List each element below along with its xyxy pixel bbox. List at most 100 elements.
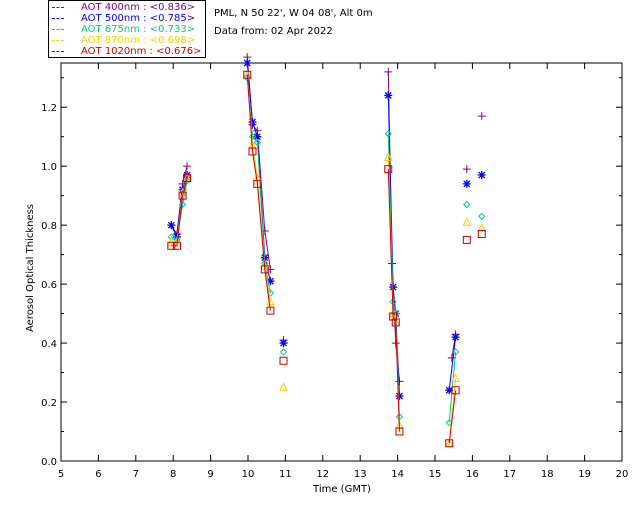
legend-item-870nm: AOT 870nm : <0.698>	[49, 35, 205, 46]
series-4	[167, 70, 486, 448]
y-tick-label: 0.2	[41, 398, 57, 409]
marker-diamond	[463, 200, 471, 209]
x-axis-label: Time (GMT)	[312, 484, 371, 495]
marker-square	[248, 147, 257, 156]
marker-square	[462, 235, 471, 244]
marker-triangle	[383, 152, 393, 161]
marker-asterisk	[279, 339, 288, 348]
x-tick-label: 15	[429, 469, 442, 480]
marker-diamond	[478, 212, 486, 221]
marker-square	[389, 312, 398, 321]
marker-plus	[384, 67, 393, 76]
y-tick-label: 0.0	[41, 457, 57, 468]
series-line	[448, 390, 457, 444]
x-tick-label: 20	[616, 469, 629, 480]
legend-item-400nm: AOT 400nm : <0.836>	[49, 2, 205, 13]
series-line	[448, 337, 457, 391]
marker-square	[384, 165, 393, 174]
marker-diamond	[183, 177, 191, 185]
marker-square	[445, 439, 454, 448]
marker-diamond	[178, 200, 187, 209]
legend: AOT 400nm : <0.836> AOT 500nm : <0.785> …	[48, 0, 206, 58]
x-tick-label: 7	[133, 469, 139, 480]
y-tick-label: 0.6	[41, 280, 57, 291]
x-tick-label: 18	[541, 469, 554, 480]
legend-label: AOT 1020nm : <0.676>	[81, 46, 202, 57]
marker-square	[279, 356, 288, 365]
marker-triangle	[462, 217, 472, 226]
series-1	[167, 59, 486, 401]
x-tick-label: 10	[242, 469, 255, 480]
plot-frame	[60, 62, 623, 462]
marker-asterisk	[451, 333, 460, 342]
marker-square	[253, 179, 262, 188]
series-line	[246, 74, 271, 311]
legend-item-500nm: AOT 500nm : <0.785>	[49, 13, 205, 24]
marker-asterisk	[445, 386, 454, 395]
marker-asterisk	[248, 117, 257, 126]
marker-asterisk	[395, 392, 404, 401]
marker-square	[260, 265, 269, 274]
series-0	[167, 53, 486, 386]
x-tick-label: 19	[578, 469, 591, 480]
legend-label: AOT 400nm : <0.836>	[81, 2, 196, 13]
x-tick-label: 8	[170, 469, 176, 480]
x-tick-label: 16	[466, 469, 479, 480]
legend-label: AOT 500nm : <0.785>	[81, 13, 196, 24]
x-tick-label: 11	[279, 469, 292, 480]
marker-asterisk	[266, 277, 275, 286]
legend-swatch	[52, 51, 64, 52]
legend-swatch	[52, 29, 64, 30]
series-3	[167, 69, 487, 447]
marker-square	[451, 386, 460, 395]
marker-square	[395, 427, 404, 436]
legend-label: AOT 870nm : <0.698>	[81, 35, 196, 46]
marker-plus	[477, 112, 486, 121]
station-info: PML, N 50 22', W 04 08', Alt 0m	[214, 8, 373, 19]
series-line	[387, 169, 400, 432]
x-tick-label: 5	[58, 469, 64, 480]
y-tick-label: 1.2	[41, 103, 57, 114]
x-tick-label: 6	[95, 469, 101, 480]
marker-diamond	[279, 348, 288, 356]
x-tick-label: 17	[503, 469, 516, 480]
x-tick-label: 14	[391, 469, 404, 480]
marker-asterisk	[477, 171, 486, 180]
marker-asterisk	[384, 91, 393, 100]
x-tick-label: 9	[207, 469, 213, 480]
legend-swatch	[52, 18, 64, 19]
x-tick-label: 13	[354, 469, 367, 480]
marker-square	[266, 306, 275, 315]
legend-label: AOT 675nm : <0.733>	[81, 24, 196, 35]
series-2	[167, 74, 486, 427]
marker-square	[183, 173, 192, 182]
y-tick-label: 0.4	[41, 339, 57, 350]
marker-square	[178, 191, 187, 200]
legend-swatch	[52, 40, 64, 41]
data-date: Data from: 02 Apr 2022	[214, 26, 333, 37]
marker-triangle	[477, 222, 487, 232]
marker-triangle	[444, 438, 454, 447]
legend-item-1020nm: AOT 1020nm : <0.676>	[49, 46, 205, 57]
marker-plus	[462, 165, 471, 174]
marker-diamond	[451, 348, 460, 356]
marker-plus	[391, 339, 400, 348]
marker-plus	[447, 353, 456, 362]
marker-asterisk	[167, 221, 176, 230]
y-axis-label: Aerosol Optical Thickness	[25, 204, 36, 332]
marker-asterisk	[243, 59, 252, 67]
y-tick-label: 1.0	[41, 162, 57, 173]
marker-square	[391, 318, 400, 327]
marker-diamond	[253, 138, 262, 147]
marker-square	[167, 241, 176, 250]
marker-asterisk	[253, 132, 262, 141]
marker-triangle	[451, 373, 460, 382]
marker-diamond	[384, 130, 392, 138]
marker-square	[243, 70, 252, 79]
series-line	[246, 77, 271, 294]
marker-asterisk	[462, 179, 471, 188]
legend-swatch	[52, 7, 64, 8]
marker-plus	[395, 377, 404, 386]
legend-item-675nm: AOT 675nm : <0.733>	[49, 24, 205, 35]
y-tick-label: 0.8	[41, 221, 57, 232]
